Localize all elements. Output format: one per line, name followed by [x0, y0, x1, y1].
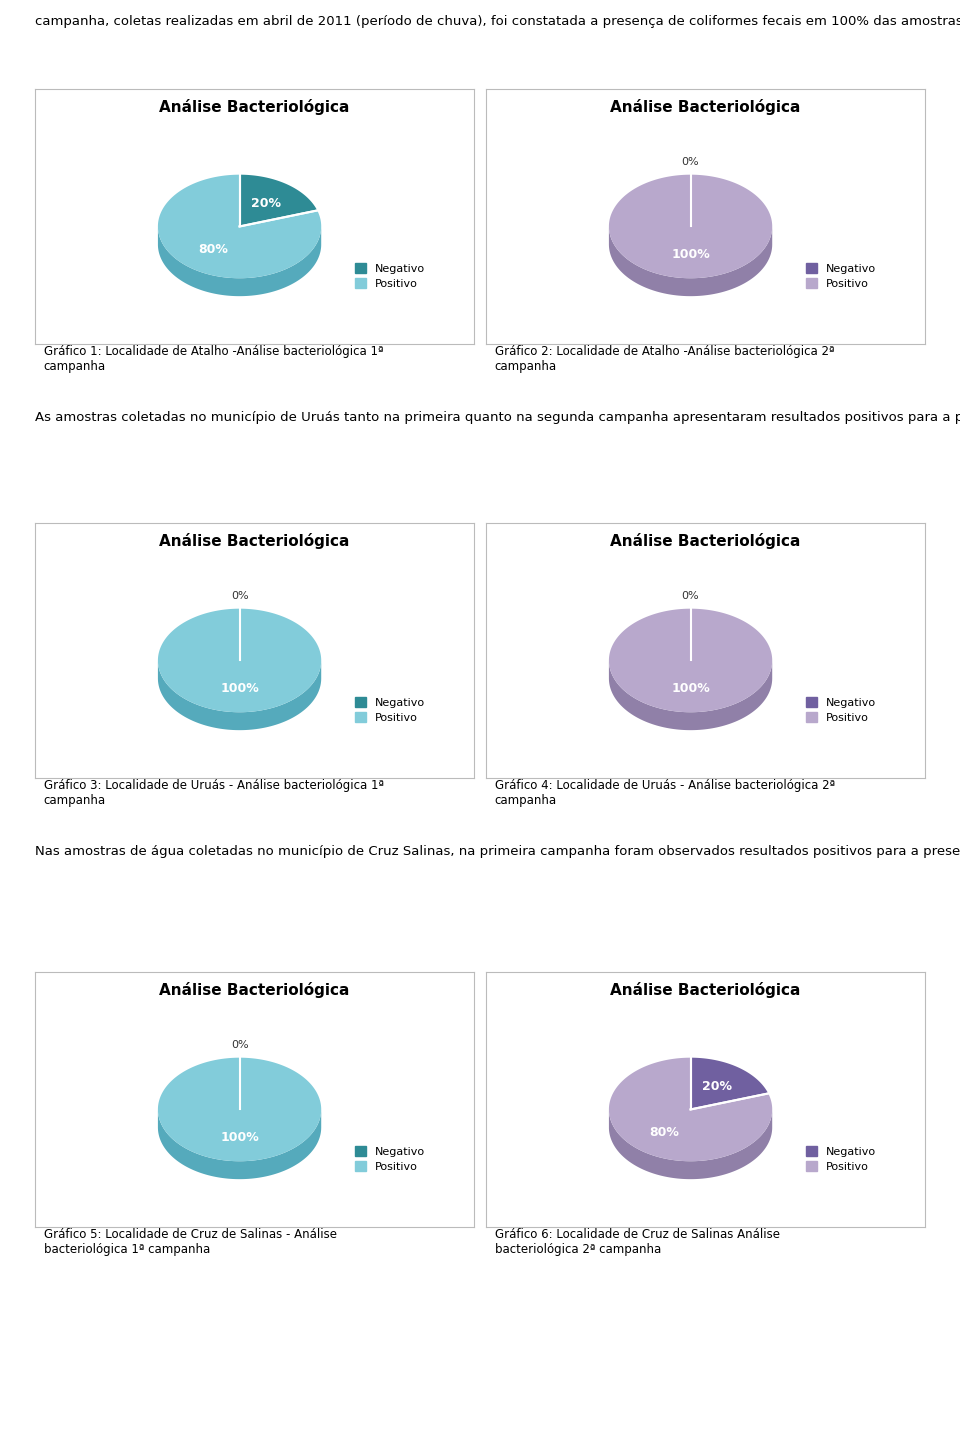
Text: campanha, coletas realizadas em abril de 2011 (período de chuva), foi constatada: campanha, coletas realizadas em abril de…: [35, 14, 960, 29]
Polygon shape: [240, 175, 317, 227]
Text: 100%: 100%: [671, 248, 710, 261]
Text: 20%: 20%: [702, 1080, 732, 1093]
Text: Análise Bacteriológica: Análise Bacteriológica: [611, 982, 801, 998]
Polygon shape: [609, 608, 772, 713]
Text: 80%: 80%: [198, 242, 228, 257]
Polygon shape: [157, 608, 322, 713]
Text: 0%: 0%: [682, 156, 700, 166]
Text: 0%: 0%: [682, 591, 700, 601]
Text: 0%: 0%: [230, 1040, 249, 1050]
Text: As amostras coletadas no município de Uruás tanto na primeira quanto na segunda : As amostras coletadas no município de Ur…: [35, 412, 960, 424]
Text: Análise Bacteriológica: Análise Bacteriológica: [159, 533, 349, 549]
Polygon shape: [157, 1058, 322, 1162]
Text: Gráfico 1: Localidade de Atalho -Análise bacteriológica 1ª
campanha: Gráfico 1: Localidade de Atalho -Análise…: [44, 346, 383, 373]
Text: 100%: 100%: [671, 683, 710, 695]
Text: 20%: 20%: [251, 196, 281, 209]
Text: Gráfico 5: Localidade de Cruz de Salinas - Análise
bacteriológica 1ª campanha: Gráfico 5: Localidade de Cruz de Salinas…: [44, 1228, 337, 1256]
Polygon shape: [609, 227, 772, 297]
Text: Gráfico 4: Localidade de Uruás - Análise bacteriológica 2ª
campanha: Gráfico 4: Localidade de Uruás - Análise…: [494, 779, 835, 807]
Polygon shape: [690, 1058, 768, 1110]
Polygon shape: [157, 175, 322, 278]
Legend: Negativo, Positivo: Negativo, Positivo: [805, 697, 876, 723]
Text: Análise Bacteriológica: Análise Bacteriológica: [611, 533, 801, 549]
Polygon shape: [609, 175, 772, 278]
Text: Análise Bacteriológica: Análise Bacteriológica: [159, 99, 349, 115]
Text: Gráfico 3: Localidade de Uruás - Análise bacteriológica 1ª
campanha: Gráfico 3: Localidade de Uruás - Análise…: [44, 779, 384, 807]
Text: Nas amostras de água coletadas no município de Cruz Salinas, na primeira campanh: Nas amostras de água coletadas no municí…: [35, 845, 960, 858]
Text: 80%: 80%: [649, 1126, 679, 1139]
Polygon shape: [158, 227, 322, 297]
Legend: Negativo, Positivo: Negativo, Positivo: [805, 1146, 876, 1172]
Text: Análise Bacteriológica: Análise Bacteriológica: [159, 982, 349, 998]
Polygon shape: [157, 661, 322, 730]
Polygon shape: [609, 1058, 772, 1162]
Legend: Negativo, Positivo: Negativo, Positivo: [355, 264, 425, 290]
Text: Análise Bacteriológica: Análise Bacteriológica: [611, 99, 801, 115]
Text: Gráfico 6: Localidade de Cruz de Salinas Análise
bacteriológica 2ª campanha: Gráfico 6: Localidade de Cruz de Salinas…: [494, 1228, 780, 1256]
Polygon shape: [157, 1110, 322, 1179]
Polygon shape: [609, 1110, 772, 1179]
Text: 100%: 100%: [220, 683, 259, 695]
Polygon shape: [609, 661, 772, 730]
Text: 0%: 0%: [230, 591, 249, 601]
Legend: Negativo, Positivo: Negativo, Positivo: [355, 1146, 425, 1172]
Legend: Negativo, Positivo: Negativo, Positivo: [805, 264, 876, 290]
Legend: Negativo, Positivo: Negativo, Positivo: [355, 697, 425, 723]
Text: 100%: 100%: [220, 1131, 259, 1144]
Text: Gráfico 2: Localidade de Atalho -Análise bacteriológica 2ª
campanha: Gráfico 2: Localidade de Atalho -Análise…: [494, 346, 834, 373]
